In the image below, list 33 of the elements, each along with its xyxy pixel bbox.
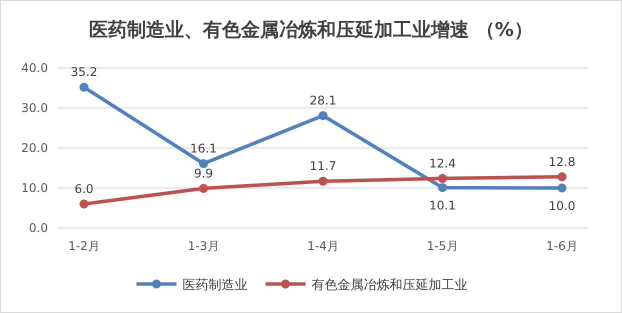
data-label: 11.7: [310, 159, 336, 174]
x-tick-label: 1-3月: [188, 239, 220, 253]
chart-title: 医药制造业、有色金属冶炼和压延加工业增速 （%）: [89, 19, 533, 41]
legend-label: 医药制造业: [182, 278, 248, 293]
data-label: 6.0: [74, 182, 94, 196]
data-label: 12.4: [429, 156, 456, 170]
data-label: 10.0: [548, 199, 576, 213]
x-tick-label: 1-2月: [68, 239, 100, 253]
y-tick-label: 30.0: [21, 101, 48, 115]
point: [438, 183, 447, 192]
point: [80, 82, 88, 92]
y-tick-label: 20.0: [21, 141, 48, 155]
data-label: 10.1: [429, 198, 456, 213]
point: [199, 184, 208, 193]
y-tick-label: 40.0: [21, 61, 48, 75]
point: [558, 172, 566, 182]
point: [558, 184, 566, 192]
x-tick-label: 1-5月: [426, 239, 458, 253]
legend-label: 有色金属冶炼和压延加工业: [312, 278, 468, 293]
y-tick-label: 10.0: [21, 181, 48, 195]
point: [318, 176, 328, 186]
data-label: 16.1: [190, 142, 217, 156]
point: [438, 174, 447, 183]
data-label: 35.2: [70, 65, 98, 80]
x-tick-label: 1-6月: [546, 239, 578, 253]
x-tick-label: 1-4月: [307, 239, 339, 253]
point: [80, 200, 88, 208]
point: [199, 159, 208, 168]
data-label: 28.1: [310, 94, 336, 108]
y-tick-label: 0.0: [28, 221, 48, 235]
point: [318, 111, 328, 120]
data-label: 9.9: [194, 166, 214, 180]
data-label: 12.8: [548, 154, 576, 169]
